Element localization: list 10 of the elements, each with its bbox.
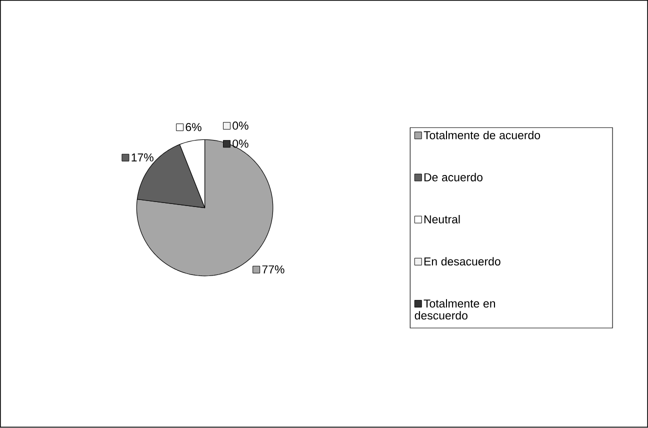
text: 0% <box>232 140 248 148</box>
legend-label: Neutral <box>424 215 460 224</box>
data-label: 6% <box>186 123 202 132</box>
legend-label: De acuerdo <box>424 173 482 182</box>
data-label: 17% <box>132 154 154 162</box>
text: 0% <box>232 122 248 130</box>
legend-label: Totalmente en descuerdo <box>414 299 495 320</box>
legend-label: En desacuerdo <box>424 257 500 266</box>
legend-label: Totalmente de acuerdo <box>424 131 540 140</box>
data-label: 77% <box>262 266 284 274</box>
